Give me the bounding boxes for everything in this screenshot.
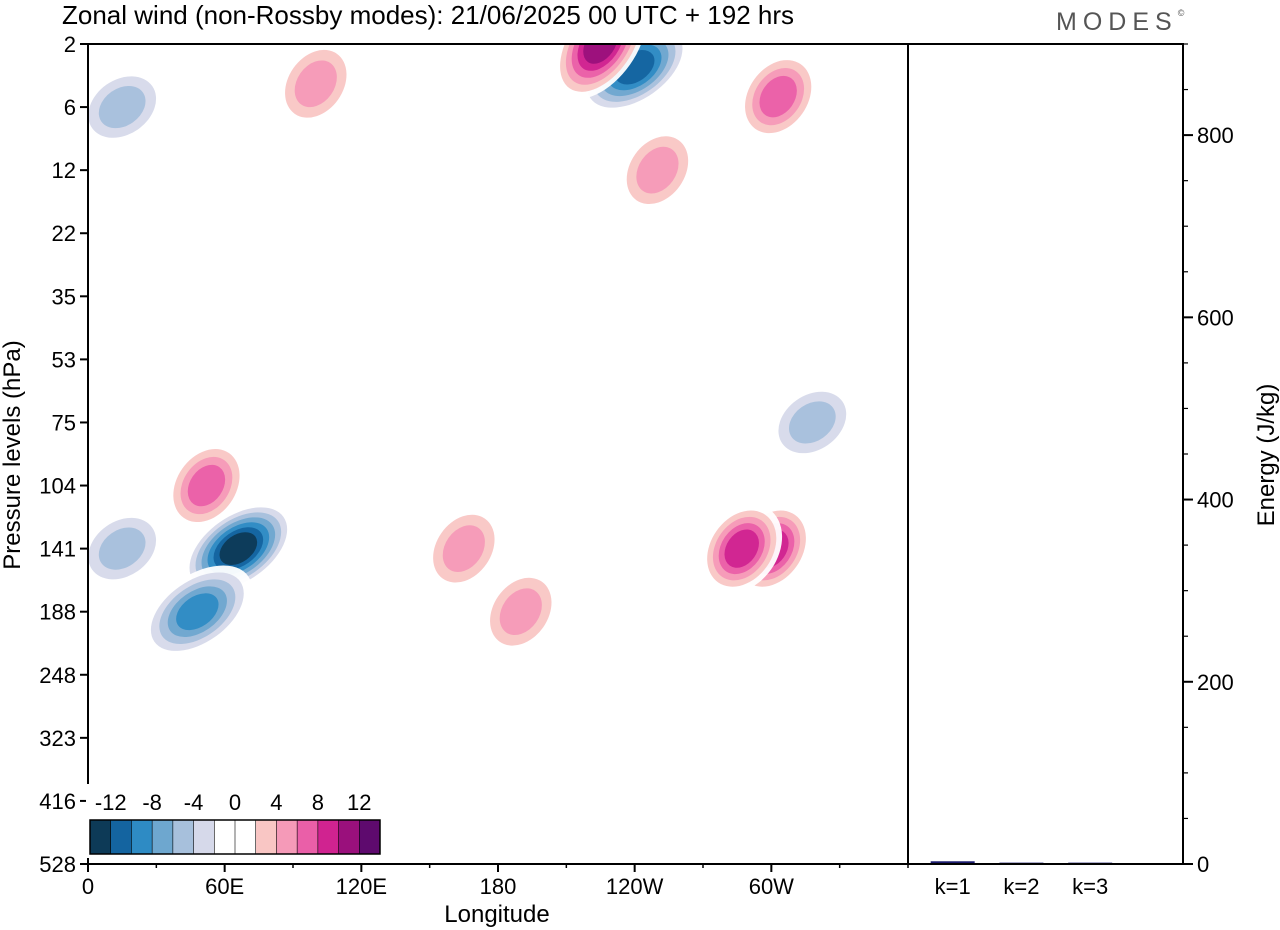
- contour-band: [294, 60, 337, 108]
- contour-band: [98, 85, 146, 129]
- energy-category-label: k=1: [935, 874, 971, 899]
- colorbar: -12 -8 -4 0 4 8 12: [86, 784, 384, 858]
- heatmap-cell: [88, 66, 167, 148]
- contour-band: [219, 532, 258, 566]
- colorbar-label: 4: [270, 790, 282, 815]
- energy-axis-title: Energy (J/kg): [1253, 384, 1280, 527]
- colorbar-swatch: [110, 820, 132, 854]
- contour-band: [187, 464, 226, 507]
- x-tick-label: 60E: [205, 874, 244, 899]
- contour-band: [98, 527, 146, 570]
- contour-band: [759, 75, 797, 118]
- y-tick-label: 416: [39, 789, 76, 814]
- energy-category-label: k=2: [1003, 874, 1039, 899]
- contour-band: [499, 588, 542, 636]
- energy-bar: [930, 861, 975, 864]
- contour-band: [788, 401, 836, 444]
- colorbar-swatch: [152, 820, 174, 854]
- energy-y-tick-label: 600: [1197, 305, 1234, 330]
- contour-band: [636, 146, 679, 194]
- colorbar-swatch: [276, 820, 298, 854]
- heatmap-cell: [701, 504, 783, 594]
- y-axis-title: Pressure levels (hPa): [0, 340, 26, 569]
- colorbar-label: 8: [312, 790, 324, 815]
- brand-mark: ©: [1177, 8, 1185, 18]
- y-tick-label: 22: [52, 221, 76, 246]
- colorbar-label: -8: [142, 790, 162, 815]
- energy-y-tick-label: 0: [1197, 852, 1209, 877]
- colorbar-label: -12: [95, 790, 127, 815]
- y-tick-label: 6: [64, 95, 76, 120]
- colorbar-swatch: [90, 820, 112, 854]
- heatmap-axes: 0 60E 120E 180 120W 60W 2 6 12 22 35 53 75 104 141 188 2…: [39, 32, 909, 899]
- y-tick-label: 248: [39, 663, 76, 688]
- energy-y-tick-label: 800: [1197, 123, 1234, 148]
- x-tick-label: 120W: [606, 874, 664, 899]
- colorbar-swatch: [359, 820, 381, 854]
- heatmap-cell: [737, 52, 819, 142]
- heatmap-cell: [767, 382, 857, 463]
- colorbar-swatch: [172, 820, 195, 854]
- colorbar-swatch: [235, 820, 257, 854]
- colorbar-label: 12: [347, 790, 371, 815]
- energy-axes: k=1 k=2 k=3 0 200 400 600 800: [935, 43, 1234, 899]
- y-tick-label: 188: [39, 600, 76, 625]
- heatmap-cell: [617, 125, 698, 215]
- colorbar-label: -4: [184, 790, 204, 815]
- contour-band: [176, 593, 219, 631]
- y-tick-label: 323: [39, 726, 76, 751]
- colorbar-label: 0: [229, 790, 241, 815]
- y-tick-label: 12: [52, 158, 76, 183]
- contour-band: [724, 529, 759, 568]
- y-tick-label: 2: [64, 32, 76, 57]
- y-tick-label: 75: [52, 410, 76, 435]
- x-tick-label: 120E: [336, 874, 387, 899]
- y-tick-label: 104: [39, 474, 76, 499]
- x-tick-label: 60W: [749, 874, 794, 899]
- chart-title: Zonal wind (non-Rossby modes): 21/06/202…: [62, 0, 794, 30]
- x-axis-title: Longitude: [444, 901, 549, 928]
- colorbar-swatch: [297, 820, 319, 854]
- colorbar-swatch: [317, 820, 340, 854]
- heatmap-cell: [480, 567, 562, 657]
- heatmap-cell: [423, 504, 505, 594]
- colorbar-swatch: [131, 820, 153, 854]
- y-tick-label: 141: [39, 537, 76, 562]
- heatmap-field: [88, 44, 857, 658]
- colorbar-swatch: [214, 820, 236, 854]
- energy-category-label: k=3: [1072, 874, 1108, 899]
- energy-y-tick-label: 200: [1197, 670, 1234, 695]
- brand-text: MODES: [1056, 8, 1178, 36]
- energy-frame: [907, 43, 1184, 865]
- x-tick-label: 180: [480, 874, 517, 899]
- energy-y-tick-label: 400: [1197, 488, 1234, 513]
- heatmap-cell: [275, 44, 357, 129]
- x-tick-label: 0: [82, 874, 94, 899]
- heatmap-cell: [183, 502, 294, 595]
- heatmap-cell: [88, 508, 167, 589]
- contour-band: [442, 525, 485, 572]
- colorbar-swatch: [338, 820, 360, 854]
- y-tick-label: 528: [39, 852, 76, 877]
- y-tick-label: 53: [52, 347, 76, 372]
- y-tick-label: 35: [52, 284, 76, 309]
- colorbar-swatch: [255, 820, 277, 854]
- colorbar-swatch: [193, 820, 215, 854]
- brand-logo: MODES©: [1056, 8, 1184, 37]
- heatmap-cell: [166, 441, 247, 530]
- heatmap-cell: [142, 565, 253, 658]
